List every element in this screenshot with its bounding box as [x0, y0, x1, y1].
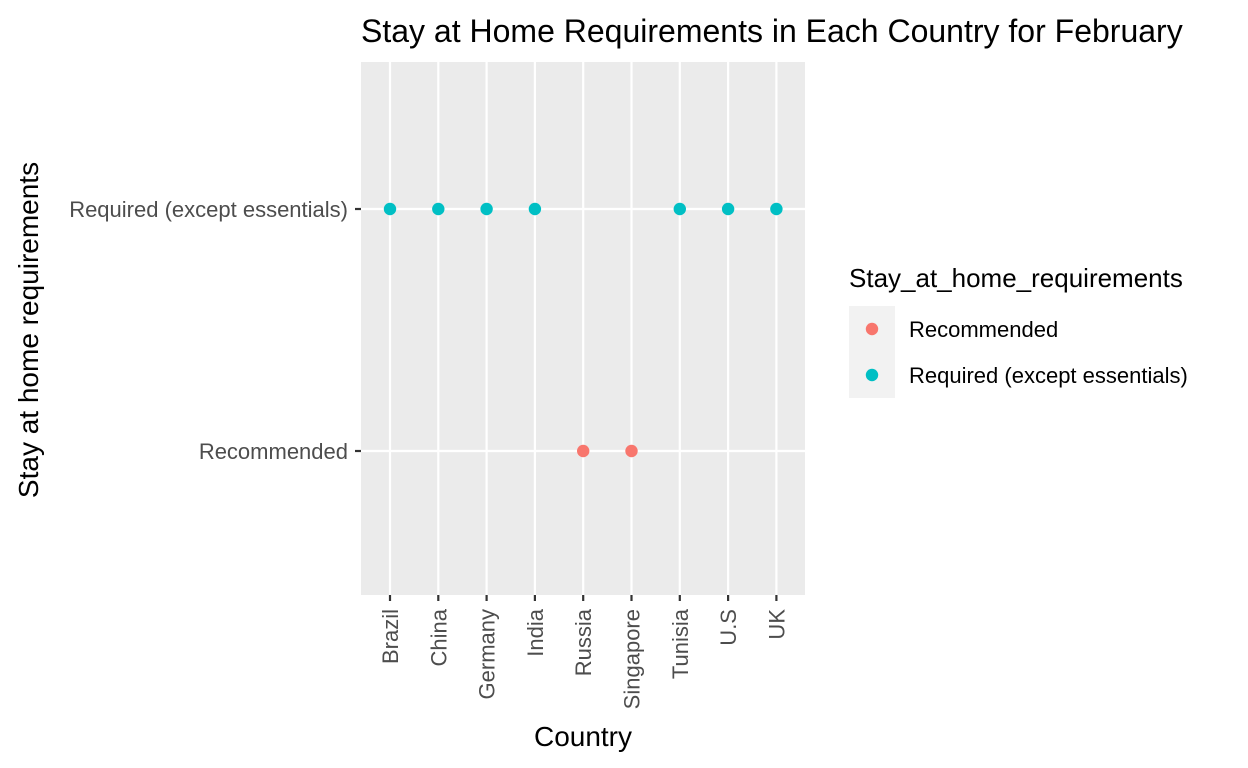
chart-title: Stay at Home Requirements in Each Countr… — [361, 13, 1183, 49]
data-point — [625, 444, 638, 458]
data-points — [383, 202, 783, 458]
data-point — [770, 202, 783, 216]
data-point — [577, 444, 590, 458]
data-point — [383, 202, 397, 216]
legend-swatch — [865, 368, 879, 382]
legend-items: Recommended Required (except essentials) — [849, 306, 1188, 398]
x-tick-label: Singapore — [620, 609, 645, 709]
x-tick-label: Germany — [475, 609, 500, 699]
legend-key-background — [849, 306, 895, 398]
legend-swatch — [865, 322, 879, 336]
x-tick-label: China — [426, 608, 451, 666]
legend: Stay_at_home_requirements Recommended Req… — [849, 263, 1188, 398]
data-point — [528, 202, 542, 216]
legend-title: Stay_at_home_requirements — [849, 263, 1183, 293]
legend-label: Required (except essentials) — [909, 363, 1188, 388]
x-tick-label: U.S — [716, 609, 741, 646]
tick-labels: Brazil China Germany India Russia Singapore Tu… — [69, 197, 789, 709]
data-point — [480, 202, 493, 216]
y-tick-label: Recommended — [199, 439, 348, 464]
x-axis-title: Country — [534, 721, 632, 752]
x-tick-label: Tunisia — [668, 608, 693, 679]
axis-ticks — [355, 207, 778, 601]
y-tick-label: Required (except essentials) — [69, 197, 348, 222]
data-point — [432, 202, 445, 216]
gridlines — [361, 62, 805, 595]
y-axis-title: Stay at home requirements — [13, 162, 44, 498]
x-tick-label: India — [523, 608, 548, 656]
legend-label: Recommended — [909, 317, 1058, 342]
x-tick-label: UK — [764, 609, 789, 640]
data-point — [673, 202, 686, 216]
data-point — [721, 202, 735, 216]
x-tick-label: Brazil — [378, 609, 403, 664]
x-tick-label: Russia — [571, 608, 596, 676]
